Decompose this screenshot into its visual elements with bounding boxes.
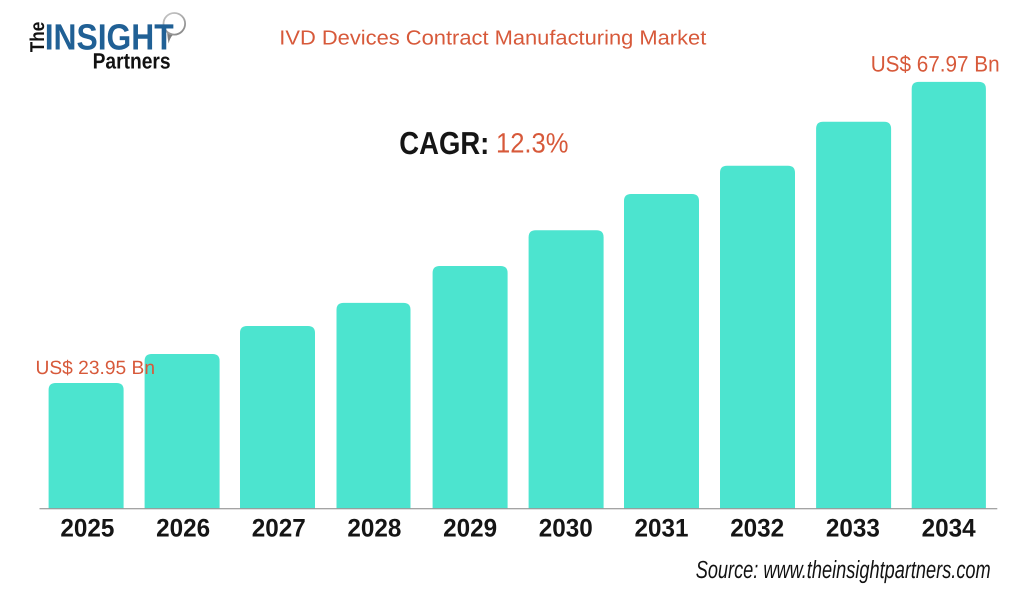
svg-text:2027: 2027 (252, 515, 306, 543)
svg-text:Source: www.theinsightpartners: Source: www.theinsightpartners.com (696, 557, 991, 584)
svg-text:IVD Devices Contract Manufactu: IVD Devices Contract Manufacturing Marke… (279, 28, 706, 50)
svg-text:2030: 2030 (539, 515, 593, 543)
svg-text:Partners: Partners (93, 48, 171, 73)
svg-text:CAGR:: CAGR: (399, 125, 489, 161)
svg-text:INSIGHT: INSIGHT (45, 17, 174, 58)
svg-text:12.3%: 12.3% (496, 128, 569, 159)
svg-text:2028: 2028 (347, 515, 401, 543)
svg-text:2031: 2031 (635, 515, 689, 543)
svg-text:2029: 2029 (443, 515, 497, 543)
svg-text:2025: 2025 (60, 515, 114, 543)
svg-text:US$ 67.97 Bn: US$ 67.97 Bn (871, 52, 1000, 77)
svg-text:2026: 2026 (156, 515, 210, 543)
svg-text:2034: 2034 (922, 515, 977, 543)
svg-text:US$ 23.95 Bn: US$ 23.95 Bn (36, 358, 156, 379)
svg-text:2033: 2033 (826, 515, 880, 543)
svg-text:The: The (27, 22, 49, 53)
svg-text:2032: 2032 (730, 515, 784, 543)
